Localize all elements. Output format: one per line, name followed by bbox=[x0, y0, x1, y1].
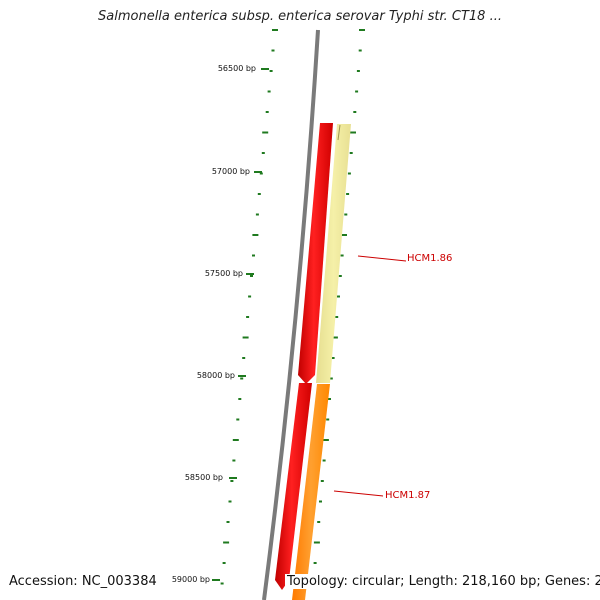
gene-hcm1-86-label-line bbox=[357, 255, 407, 262]
ruler-tick-label: 57500 bp bbox=[204, 269, 243, 278]
ruler-tick-label: 59000 bp bbox=[171, 575, 210, 584]
gene-hcm1-87-label-line bbox=[333, 490, 384, 497]
accession-text: Accession: NC_003384 bbox=[9, 574, 157, 589]
gene-hcm1-86-arrow[interactable] bbox=[298, 123, 333, 384]
gene-hcm1-86[interactable] bbox=[298, 123, 351, 384]
map-title: Salmonella enterica subsp. enterica sero… bbox=[98, 9, 502, 24]
outer-dotted-track bbox=[220, 29, 278, 585]
gene-label-hcm1-86[interactable]: HCM1.86 bbox=[407, 253, 453, 264]
gene-hcm1-87-arrow[interactable] bbox=[275, 383, 312, 590]
gene-hcm1-87-twin[interactable] bbox=[292, 384, 330, 600]
ruler-tick-label: 58000 bp bbox=[196, 371, 235, 380]
gene-hcm1-87[interactable] bbox=[275, 383, 330, 600]
gene-label-hcm1-87[interactable]: HCM1.87 bbox=[385, 490, 431, 501]
backbone-line bbox=[262, 29, 320, 600]
ruler-tick-label: 58500 bp bbox=[184, 473, 223, 482]
ruler-tick-label: 57000 bp bbox=[211, 167, 250, 176]
ruler-ticks bbox=[212, 68, 269, 581]
gene-hcm1-86-twin[interactable] bbox=[316, 124, 351, 383]
summary-text: Topology: circular; Length: 218,160 bp; … bbox=[285, 574, 600, 589]
ruler-tick-label: 56500 bp bbox=[217, 64, 256, 73]
